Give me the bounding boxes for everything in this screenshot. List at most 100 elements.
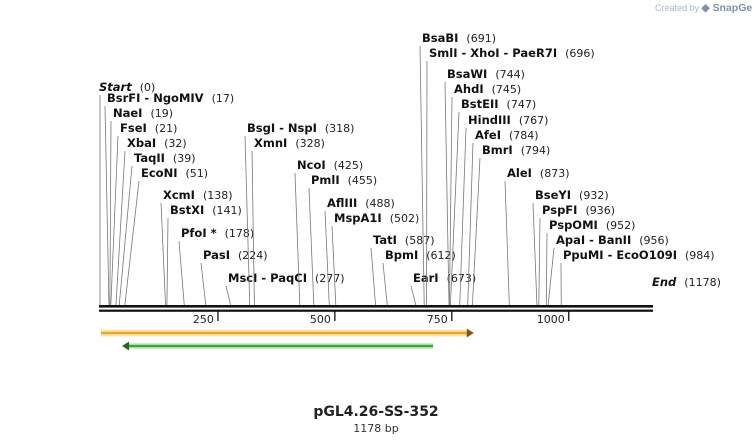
- site-label-position: (691): [466, 32, 496, 45]
- tick-layer: 250 500 750 1000: [193, 311, 570, 326]
- site-label-name: BsgI - NspI: [247, 121, 317, 135]
- site-label-name: AfeI: [475, 128, 501, 142]
- site-label-position: (328): [295, 137, 325, 150]
- site-label-position: (138): [203, 189, 233, 202]
- site-label-name: TatI: [373, 233, 397, 247]
- site-label-name: AflIII: [327, 196, 357, 210]
- site-bsawi: BsaWI (744): [444, 67, 525, 306]
- site-label-name: BmrI: [482, 143, 513, 157]
- site-mspa1i: MspA1I (502): [331, 211, 420, 306]
- site-label-name: MscI - PaqCI: [228, 271, 307, 285]
- site-label-position: (612): [426, 249, 456, 262]
- site-pfoi: PfoI * (178): [178, 226, 255, 306]
- site-label-name: NcoI: [297, 158, 326, 172]
- site-connector-line: [104, 105, 110, 306]
- backbone-top-line: [99, 305, 653, 308]
- linear-map: BsrFI - NgoMIV (17) NaeI (19)FseI (21)XbaI (3…: [99, 31, 721, 351]
- site-bmri: BmrI (794): [471, 143, 550, 306]
- site-eari: EarI (673): [410, 271, 476, 306]
- site-label-name: MspA1I: [334, 211, 382, 225]
- feature-arrowhead: [466, 328, 474, 338]
- tick-label: 1000: [537, 313, 565, 326]
- site-ahdi: AhdI (745): [449, 82, 521, 306]
- site-connector-line: [419, 45, 425, 306]
- site-label-position: (744): [495, 68, 525, 81]
- site-bsabi: BsaBI (691): [419, 31, 496, 306]
- site-connector-line: [459, 127, 467, 306]
- site-connector-line: [124, 180, 140, 306]
- backbone: [99, 305, 653, 312]
- site-label-name: XcmI: [163, 188, 195, 202]
- site-label-position: (587): [405, 234, 435, 247]
- backbone-bottom-line: [99, 309, 653, 312]
- site-pspfi: PspFI (936): [538, 203, 615, 306]
- site-connector-line: [160, 202, 166, 306]
- site-label-name: XmnI: [254, 136, 287, 150]
- site-label-position: (984): [685, 249, 715, 262]
- site-connector-line: [410, 285, 417, 306]
- site-label-position: (178): [225, 227, 255, 240]
- site-label-position: (455): [348, 174, 378, 187]
- map-length: 1178 bp: [353, 422, 399, 435]
- site-label-position: (696): [565, 47, 595, 60]
- map-title-block: pGL4.26-SS-352 1178 bp: [0, 404, 752, 435]
- site-label-name: BstXI: [170, 203, 204, 217]
- restriction-site-layer: BsrFI - NgoMIV (17) NaeI (19)FseI (21)XbaI (3…: [99, 31, 721, 306]
- site-label-position: (873): [540, 167, 570, 180]
- site-connector-line: [324, 210, 330, 306]
- site-label-position: (936): [585, 204, 615, 217]
- site-label-name: AhdI: [454, 82, 484, 96]
- site-afei: AfeI (784): [467, 128, 539, 306]
- site-connector-line: [244, 135, 251, 306]
- site-pmli: PmlI (455): [308, 173, 378, 306]
- site-apai: ApaI - BanII (956): [547, 233, 669, 306]
- site-label-position: (277): [315, 272, 345, 285]
- feature-orange[interactable]: [101, 328, 474, 338]
- site-label-name: BsaWI: [447, 67, 487, 81]
- site-connector-line: [547, 247, 555, 306]
- site-connector-line: [251, 150, 255, 306]
- tick-label: 250: [193, 313, 214, 326]
- site-connector-line: [532, 202, 538, 306]
- feature-green[interactable]: [122, 341, 434, 351]
- site-connector-line: [200, 262, 207, 306]
- site-connector-line: [538, 217, 541, 306]
- site-label-position: (39): [173, 152, 196, 165]
- site-label-name: PmlI: [311, 173, 340, 187]
- watermark-created-by: Created by: [655, 3, 700, 13]
- site-ppumi: PpuMI - EcoO109I (984): [560, 248, 715, 306]
- site-connector-line: [444, 81, 450, 306]
- site-label-name: EarI: [413, 271, 439, 285]
- site-connector-line: [294, 172, 301, 306]
- site-label-position: (21): [155, 122, 178, 135]
- site-label-position: (747): [507, 98, 537, 111]
- site-label-name: SmlI - XhoI - PaeR7I: [429, 46, 557, 60]
- site-label-position: (1178): [684, 276, 721, 289]
- site-connector-line: [110, 135, 119, 306]
- site-bseyi: BseYI (932): [532, 188, 609, 306]
- site-pspomi: PspOMI (952): [545, 218, 636, 306]
- tick-label: 750: [427, 313, 448, 326]
- site-label-position: (0): [140, 81, 156, 94]
- site-label-position: (952): [606, 219, 636, 232]
- site-connector-line: [370, 247, 376, 306]
- end-label: End (1178): [652, 275, 721, 289]
- site-label-name: FseI: [120, 121, 147, 135]
- site-label-position: (318): [325, 122, 355, 135]
- site-label-name: PspFI: [542, 203, 577, 217]
- site-connector-line: [178, 240, 185, 306]
- site-label-position: (141): [212, 204, 242, 217]
- site-label-name: BpmI: [385, 248, 418, 262]
- site-xmni: XmnI (328): [251, 136, 325, 306]
- feature-layer: [101, 328, 474, 351]
- site-connector-line: [115, 150, 126, 306]
- site-label-position: (502): [390, 212, 420, 225]
- site-ncoi: NcoI (425): [294, 158, 363, 306]
- site-label-name: TaqII: [134, 151, 165, 165]
- site-connector-line: [308, 187, 315, 306]
- site-label-name: XbaI: [127, 136, 156, 150]
- site-fsei: FseI (21): [110, 121, 178, 306]
- site-econi: EcoNI (51): [124, 166, 208, 306]
- site-bsrfi: BsrFI - NgoMIV (17): [104, 91, 234, 306]
- site-connector-line: [331, 225, 337, 306]
